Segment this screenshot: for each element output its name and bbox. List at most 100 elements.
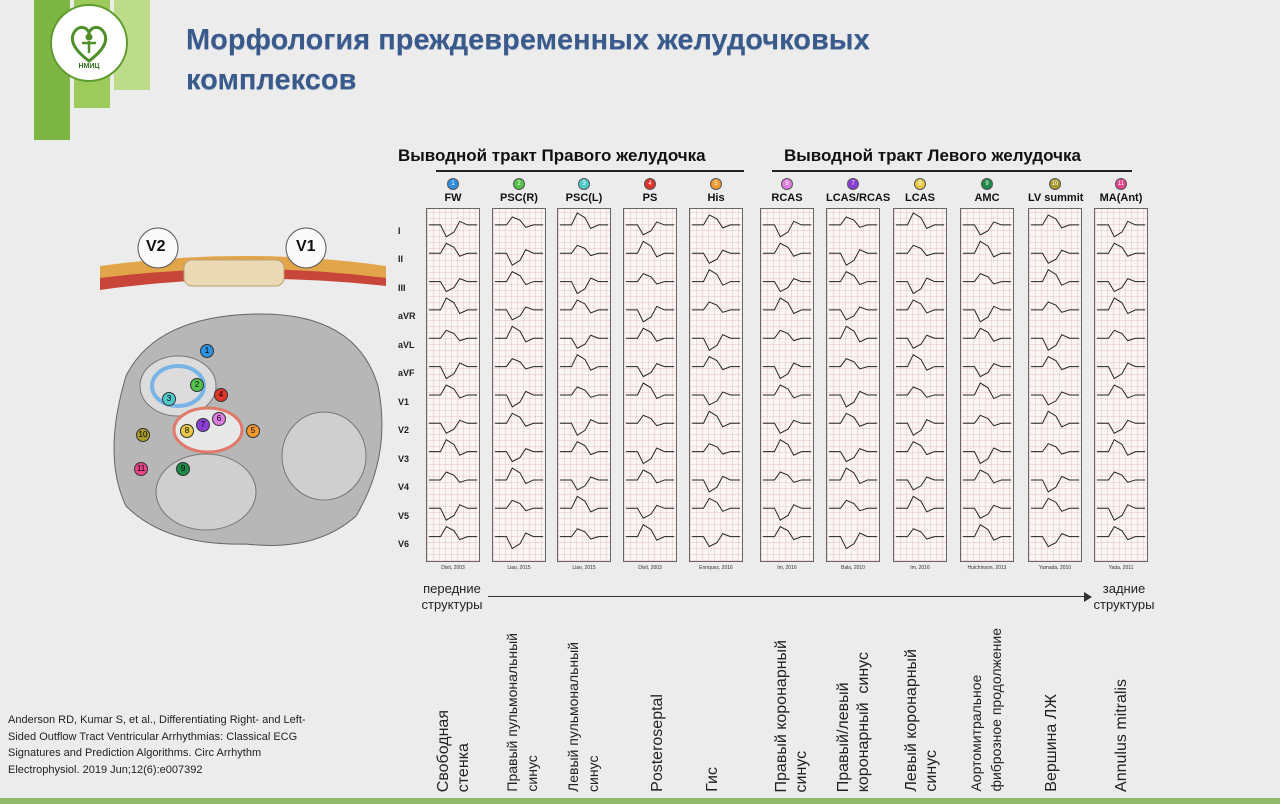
site-number-badge: 4 [644,178,656,190]
ecg-trace [428,471,478,483]
ecg-trace [762,362,812,380]
ecg-trace [428,504,478,521]
heart-figure-icon [70,25,108,63]
ecg-trace [762,504,812,521]
site-10-marker: 10 [136,428,150,442]
ecg-traces [1096,220,1146,541]
ecg-traces [762,220,812,541]
ecg-trace [559,441,609,456]
ecg-trace [691,475,741,493]
logo-bar: НМИЦ [34,0,152,140]
panel-citation: Liao, 2015 [507,565,531,571]
site-column-label: MA(Ant) [1099,192,1143,204]
ecg-trace [828,390,878,408]
site-description-label: Вершина ЛЖ [1043,694,1060,792]
ecg-trace [691,334,741,351]
ecg-strip-panel [623,208,677,562]
site-column-header: 8 LCAS [893,178,947,204]
ecg-trace [494,448,544,463]
site-column-label: LCAS/RCAS [826,192,891,204]
site-column-label: PSC(R) [500,192,538,204]
ecg-trace [428,526,478,541]
ecg-trace [691,249,741,264]
ecg-trace [1030,301,1080,313]
lead-label: V3 [398,454,410,464]
ecg-traces [691,214,741,548]
ecg-trace [1030,249,1080,264]
site-column-header: 5 His [689,178,743,204]
ecg-trace [828,467,878,485]
ecg-trace [691,391,741,406]
site-number-badge: 6 [781,178,793,190]
ecg-trace [625,273,675,285]
panel-citation: Hutchinson, 2013 [967,565,1007,571]
ecg-traces [494,216,544,550]
ecg-trace [962,221,1012,236]
ecg-trace [691,443,741,455]
site-number-badge: 9 [981,178,993,190]
site-description-label: Правый пульмональный синус [504,633,540,792]
ecg-trace [1030,410,1080,428]
ecg-trace [625,327,675,342]
ecg-trace [559,476,609,491]
ecg-trace [1030,391,1080,406]
site-column-label: LCAS [905,192,935,204]
lead-label: aVL [398,340,415,350]
site-column-header: 6 RCAS [760,178,814,204]
ecg-trace [1096,471,1146,483]
ecg-trace [494,249,544,266]
panel-citation: Enriquez, 2016 [699,565,733,571]
v2-electrode-label: V2 [146,238,166,255]
ecg-trace [762,384,812,399]
logo-text: НМИЦ [78,63,100,70]
site-column-header: 11 MA(Ant) [1094,178,1148,204]
site-6-marker: 6 [212,412,226,426]
ecg-trace [895,495,945,513]
ecg-trace [691,301,741,313]
ecg-trace [559,353,609,371]
ecg-trace [762,471,812,483]
lead-label: aVR [398,311,416,321]
front-structures-label: передние структуры [421,581,483,612]
site-column-header: 7 LCAS/RCAS [826,178,891,204]
chest-wall-diagram: V2 V1 [96,226,390,292]
ecg-strip-panel [426,208,480,562]
ecg-trace [494,270,544,286]
ecg-trace [962,524,1012,541]
ecg-trace [1096,278,1146,293]
site-number-badge: 3 [578,178,590,190]
ecg-traces [1030,214,1080,548]
ecg-trace [828,216,878,228]
site-column-label: PSC(L) [565,192,603,204]
ecg-trace [691,410,741,428]
ecg-trace [428,419,478,434]
ecg-trace [1030,268,1080,286]
ecg-traces [962,221,1012,541]
panel-citation: Dixit, 2003 [441,565,465,571]
ecg-trace [895,386,945,398]
ecg-trace [625,382,675,400]
ecg-strip-panel [689,208,743,562]
ecg-trace [494,499,544,512]
ecg-trace [1030,475,1080,493]
ecg-strip-panel [557,208,611,562]
ecg-trace [762,329,812,342]
ecg-trace [559,244,609,257]
site-number-badge: 8 [914,178,926,190]
ecg-trace [762,297,812,315]
ecg-trace [895,334,945,349]
panel-citation: Bala, 2010 [841,565,865,571]
site-column-label: His [707,192,725,204]
ecg-trace [962,447,1012,465]
ecg-trace [559,495,609,513]
site-9-marker: 9 [176,462,190,476]
ecg-trace [1030,533,1080,548]
ecg-trace [1096,504,1146,521]
back-structures-label: задние структуры [1093,581,1155,612]
site-description-label: Левый пульмональный синус [565,642,601,792]
ecg-trace [559,277,609,295]
ecg-trace [895,277,945,295]
ecg-trace [828,249,878,266]
site-description-label: Аортомитральное фиброзное продолжение [968,628,1004,792]
ecg-trace [895,299,945,314]
